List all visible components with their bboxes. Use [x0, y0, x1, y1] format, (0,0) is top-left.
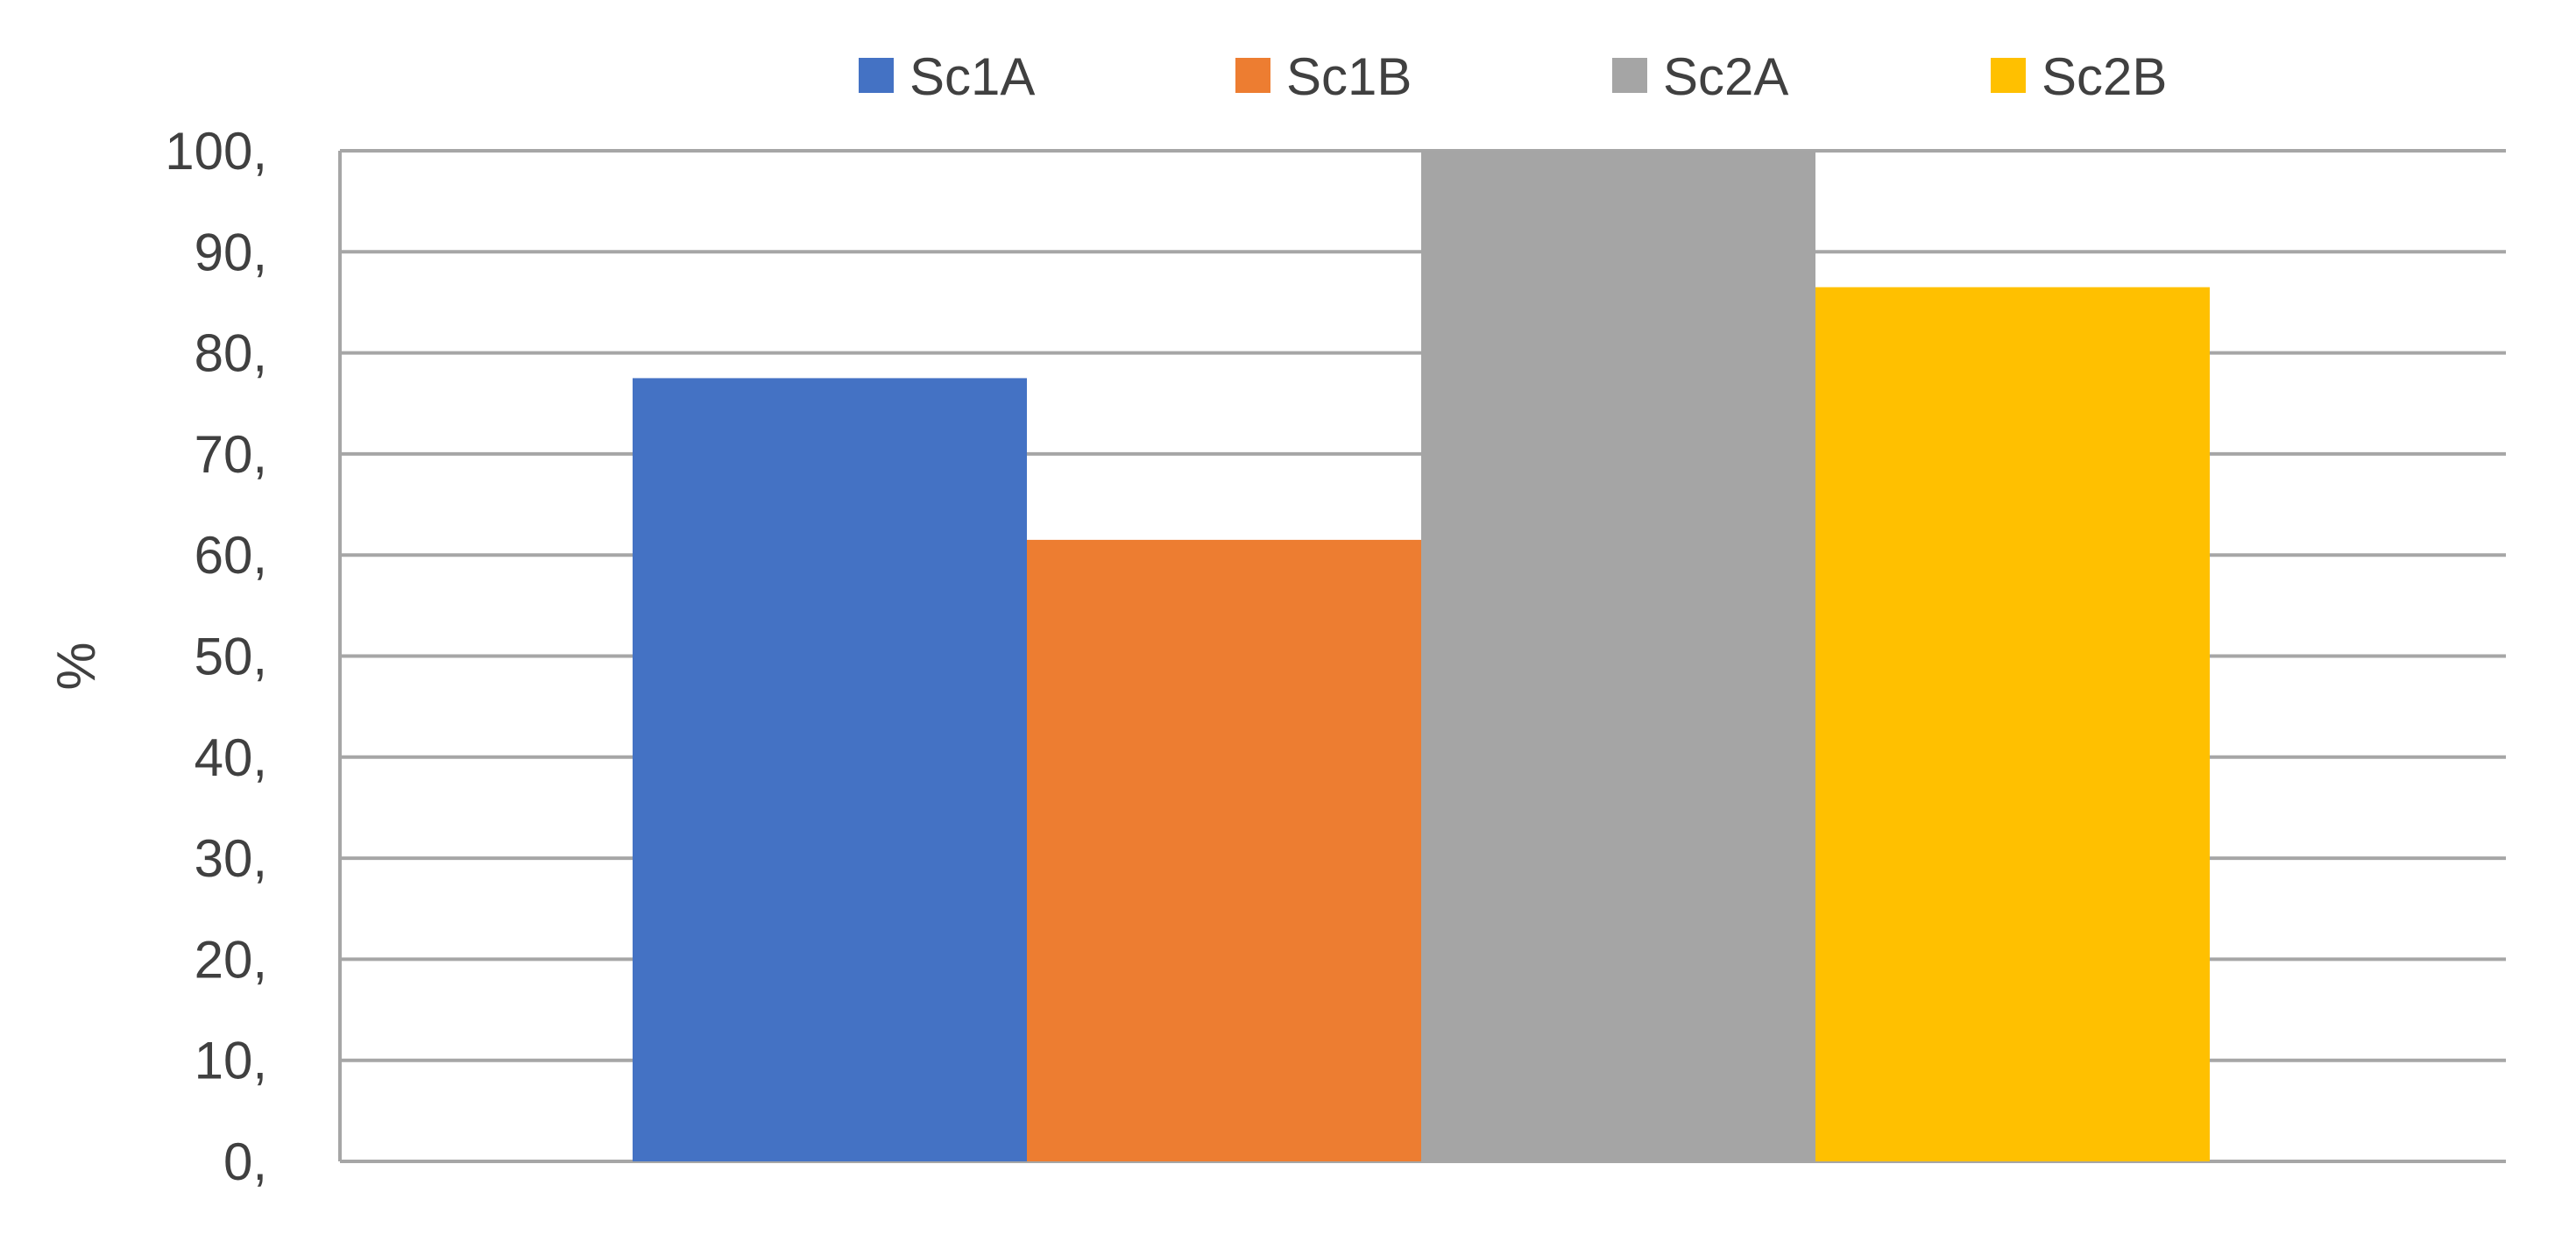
y-tick-label: 30,: [195, 829, 267, 888]
legend-label-sc2b: Sc2B: [2042, 47, 2167, 106]
y-tick-label: 40,: [195, 728, 267, 787]
y-tick-label: 0,: [223, 1132, 267, 1191]
y-tick-label: 10,: [195, 1032, 267, 1090]
y-tick-label: 90,: [195, 223, 267, 281]
legend: Sc1A Sc1B Sc2A Sc2B: [859, 47, 2167, 106]
legend-label-sc1b: Sc1B: [1286, 47, 1412, 106]
y-tick-labels: 0, 10, 20, 30, 40, 50, 60, 70, 80, 90, 100,: [165, 122, 267, 1191]
legend-label-sc2a: Sc2A: [1663, 47, 1788, 106]
y-tick-label: 70,: [195, 425, 267, 484]
bar-sc1a: [633, 378, 1027, 1161]
legend-swatch-sc2b: [1991, 58, 2026, 93]
bars: [633, 151, 2210, 1161]
legend-label-sc1a: Sc1A: [909, 47, 1035, 106]
y-tick-label: 20,: [195, 930, 267, 989]
y-axis-label: %: [46, 642, 107, 690]
y-tick-label: 60,: [195, 526, 267, 585]
y-tick-label: 80,: [195, 324, 267, 383]
legend-swatch-sc1b: [1235, 58, 1270, 93]
y-tick-label: 50,: [195, 628, 267, 686]
bar-sc2b: [1815, 287, 2210, 1161]
bar-sc2a: [1421, 151, 1815, 1161]
legend-swatch-sc2a: [1612, 58, 1647, 93]
bar-sc1b: [1027, 539, 1421, 1161]
legend-swatch-sc1a: [859, 58, 894, 93]
y-tick-label: 100,: [165, 122, 267, 181]
